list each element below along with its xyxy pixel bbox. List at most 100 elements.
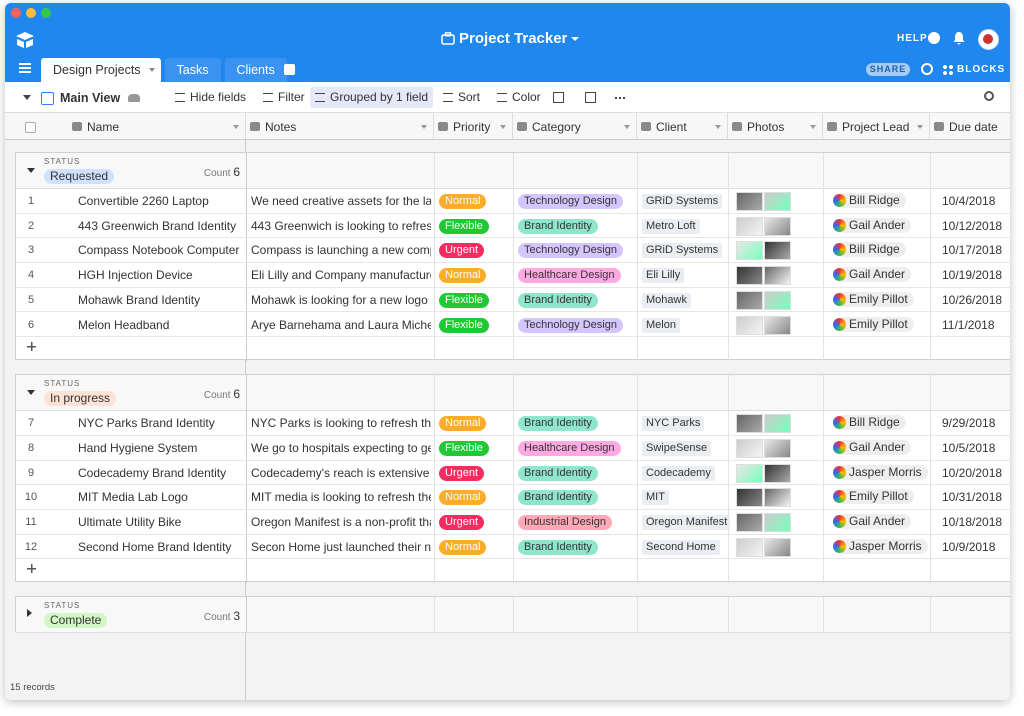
collapse-caret[interactable] bbox=[23, 95, 31, 104]
user-avatar[interactable] bbox=[978, 29, 999, 50]
photo-thumb[interactable] bbox=[764, 463, 791, 483]
record-row[interactable]: 7 NYC Parks Brand Identity NYC Parks is lo… bbox=[16, 411, 1010, 436]
add-record[interactable] bbox=[27, 342, 36, 352]
photo-thumb[interactable] bbox=[736, 315, 763, 335]
client-link[interactable]: Melon bbox=[642, 317, 680, 333]
photo-thumb[interactable] bbox=[764, 488, 791, 508]
lead-pill[interactable]: Bill Ridge bbox=[842, 193, 906, 208]
lead-pill[interactable]: Bill Ridge bbox=[842, 415, 906, 431]
group-toggle[interactable] bbox=[27, 390, 35, 399]
lead-pill[interactable]: Emily Pillot bbox=[842, 316, 914, 332]
column-header-cell[interactable]: Priority bbox=[433, 113, 512, 139]
record-row[interactable]: 5 Mohawk Brand Identity Mohawk is looking … bbox=[16, 288, 1010, 313]
group-toggle[interactable] bbox=[27, 168, 35, 177]
client-link[interactable]: Metro Loft bbox=[642, 218, 700, 234]
toolbar-button[interactable]: Hide fields bbox=[170, 87, 251, 108]
blocks-icon[interactable] bbox=[942, 64, 953, 75]
client-link[interactable]: NYC Parks bbox=[642, 416, 705, 432]
photo-thumb[interactable] bbox=[764, 438, 791, 458]
photo-thumb[interactable] bbox=[736, 463, 763, 483]
photo-thumb[interactable] bbox=[736, 216, 763, 236]
toolbar-icon[interactable] bbox=[553, 92, 564, 103]
toolbar-icon[interactable] bbox=[614, 92, 625, 103]
record-row[interactable]: 11 Ultimate Utility Bike Oregon Manifest i… bbox=[16, 510, 1010, 535]
title-caret[interactable] bbox=[571, 37, 579, 45]
photo-thumb[interactable] bbox=[736, 192, 763, 211]
column-header-cell[interactable]: Client bbox=[636, 113, 727, 139]
record-row[interactable]: 8 Hand Hygiene System We go to hospitals e… bbox=[16, 436, 1010, 461]
photo-thumb[interactable] bbox=[764, 241, 791, 261]
client-link[interactable]: Eli Lilly bbox=[642, 268, 685, 284]
lead-pill[interactable]: Gail Ander bbox=[842, 439, 912, 455]
column-header-cell[interactable]: Photos bbox=[727, 113, 822, 139]
toolbar-button[interactable]: Grouped by 1 field bbox=[310, 87, 434, 108]
column-header-cell[interactable]: Category bbox=[512, 113, 636, 139]
lead-pill[interactable]: Emily Pillot bbox=[842, 291, 914, 307]
column-header-cell[interactable]: Project Lead bbox=[822, 113, 929, 139]
record-row[interactable]: 3 Compass Notebook Computer Compass is lau… bbox=[16, 238, 1010, 264]
notifications[interactable] bbox=[953, 31, 965, 45]
photo-thumb[interactable] bbox=[736, 290, 763, 310]
help-link[interactable]: HELP bbox=[897, 33, 928, 44]
lead-pill[interactable]: Bill Ridge bbox=[842, 242, 906, 258]
lead-pill[interactable]: Jasper Morris bbox=[842, 538, 928, 554]
table-tab[interactable]: Design Projects bbox=[41, 58, 161, 82]
client-link[interactable]: Mohawk bbox=[642, 292, 691, 308]
close-button[interactable] bbox=[11, 8, 21, 18]
client-link[interactable]: Codecademy bbox=[642, 465, 715, 481]
toolbar-button[interactable]: Filter bbox=[258, 87, 310, 108]
client-link[interactable]: GRiD Systems bbox=[642, 243, 723, 259]
photo-thumb[interactable] bbox=[736, 266, 763, 286]
record-row[interactable]: 4 HGH Injection Device Eli Lilly and Compa… bbox=[16, 263, 1010, 288]
photo-thumb[interactable] bbox=[764, 290, 791, 310]
search-button[interactable] bbox=[984, 91, 994, 101]
photo-thumb[interactable] bbox=[736, 537, 763, 557]
photo-thumb[interactable] bbox=[736, 241, 763, 261]
lead-pill[interactable]: Gail Ander bbox=[842, 217, 912, 233]
history-button[interactable] bbox=[921, 63, 933, 75]
base-title[interactable]: Project Tracker bbox=[459, 30, 568, 47]
photo-thumb[interactable] bbox=[764, 192, 791, 211]
blocks-button[interactable]: BLOCKS bbox=[957, 64, 1006, 75]
record-row[interactable]: 9 Codecademy Brand Identity Codecademy's r… bbox=[16, 461, 1010, 486]
view-icon[interactable] bbox=[41, 92, 54, 105]
share-button[interactable]: SHARE bbox=[866, 63, 910, 76]
client-link[interactable]: Oregon Manifest bbox=[642, 514, 730, 530]
photo-thumb[interactable] bbox=[736, 438, 763, 458]
record-row[interactable]: 1 Convertible 2260 Laptop We need creative… bbox=[16, 189, 1010, 214]
toolbar-icon[interactable] bbox=[585, 92, 596, 103]
minimize-button[interactable] bbox=[26, 8, 36, 18]
client-link[interactable]: MIT bbox=[642, 490, 669, 506]
record-row[interactable]: 2 443 Greenwich Brand Identity 443 Greenwi… bbox=[16, 214, 1010, 239]
photo-thumb[interactable] bbox=[764, 512, 791, 532]
toolbar-button[interactable]: Color bbox=[492, 87, 546, 108]
record-row[interactable]: 6 Melon Headband Arye Barnehama and Laura … bbox=[16, 313, 1010, 338]
add-table[interactable] bbox=[284, 64, 295, 75]
photo-thumb[interactable] bbox=[764, 414, 791, 434]
group-toggle[interactable] bbox=[27, 609, 36, 618]
client-link[interactable]: GRiD Systems bbox=[642, 194, 723, 209]
add-record[interactable] bbox=[27, 564, 36, 574]
column-header-cell[interactable]: Due date bbox=[929, 113, 1010, 139]
client-link[interactable]: SwipeSense bbox=[642, 440, 712, 456]
help-icon[interactable] bbox=[928, 32, 940, 44]
select-all[interactable] bbox=[25, 122, 36, 133]
table-tab[interactable]: Tasks bbox=[164, 58, 221, 82]
photo-thumb[interactable] bbox=[764, 537, 791, 557]
photo-thumb[interactable] bbox=[764, 315, 791, 335]
photo-thumb[interactable] bbox=[736, 512, 763, 532]
column-header-cell[interactable]: Notes bbox=[245, 113, 433, 139]
lead-pill[interactable]: Jasper Morris bbox=[842, 464, 928, 480]
menu-button[interactable] bbox=[19, 63, 31, 65]
lead-pill[interactable]: Gail Ander bbox=[842, 267, 912, 283]
share-view-icon[interactable] bbox=[128, 94, 140, 102]
photo-thumb[interactable] bbox=[764, 216, 791, 236]
record-row[interactable]: 12 Second Home Brand Identity Secon Home j… bbox=[16, 535, 1010, 560]
view-name[interactable]: Main View bbox=[60, 91, 121, 105]
zoom-button[interactable] bbox=[41, 8, 51, 18]
toolbar-button[interactable]: Sort bbox=[438, 87, 485, 108]
photo-thumb[interactable] bbox=[736, 414, 763, 434]
lead-pill[interactable]: Emily Pillot bbox=[842, 489, 914, 505]
photo-thumb[interactable] bbox=[764, 266, 791, 286]
record-row[interactable]: 10 MIT Media Lab Logo MIT media is looking… bbox=[16, 485, 1010, 510]
